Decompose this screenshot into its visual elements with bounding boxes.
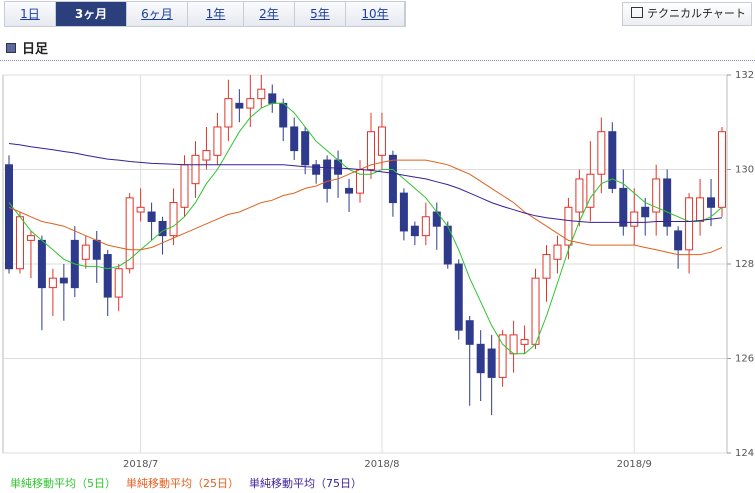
- period-tab[interactable]: 2年: [244, 2, 295, 26]
- candle-body: [542, 254, 551, 279]
- candle-body: [268, 93, 277, 104]
- candle-body: [103, 254, 112, 298]
- candle-body: [377, 126, 386, 156]
- candle-body: [136, 206, 145, 213]
- candle-body: [345, 187, 354, 194]
- candle-body: [421, 216, 430, 237]
- candle-body: [487, 348, 496, 378]
- candle-body: [81, 244, 90, 260]
- y-tick-label: 124: [735, 448, 754, 459]
- candle-body: [454, 263, 463, 331]
- candle-body: [498, 334, 507, 378]
- button-label: テクニカルチャート: [647, 7, 746, 20]
- candle-body: [399, 192, 408, 232]
- candle-body: [301, 131, 310, 166]
- candle-body: [48, 277, 57, 289]
- x-tick-label: 2018/7: [123, 459, 158, 470]
- candle-body: [92, 239, 101, 260]
- period-tab[interactable]: 5年: [295, 2, 346, 26]
- candle-body: [597, 131, 606, 175]
- section-title: 日足: [6, 38, 48, 57]
- section-label: 日足: [22, 42, 49, 57]
- candle-body: [246, 98, 255, 109]
- candle-body: [608, 131, 617, 189]
- candle-body: [224, 98, 233, 128]
- candle-body: [191, 154, 200, 185]
- candle-body: [696, 197, 705, 222]
- y-tick-label: 128: [735, 259, 754, 270]
- x-tick-label: 2018/9: [617, 459, 652, 470]
- candle-body: [553, 244, 562, 260]
- period-tab[interactable]: 1年: [188, 2, 244, 26]
- icon: [6, 43, 16, 53]
- candle-body: [465, 320, 474, 345]
- legend-entry: 単純移動平均（75日）: [249, 476, 362, 490]
- candle-body: [619, 187, 628, 227]
- candle-body: [290, 126, 299, 152]
- candle-body: [718, 131, 726, 208]
- candle-body: [410, 225, 419, 237]
- candle-body: [37, 239, 46, 289]
- moving-average-line: [8, 159, 723, 256]
- candle-body: [213, 126, 222, 156]
- candle-body: [147, 211, 156, 222]
- candle-body: [564, 206, 573, 246]
- candle-body: [641, 206, 650, 218]
- technical-chart-button[interactable]: テクニカルチャート: [622, 2, 752, 26]
- candle-body: [202, 150, 211, 161]
- candle-body: [114, 268, 123, 298]
- legend-entry: 単純移動平均（5日）: [10, 476, 116, 490]
- y-tick-label: 132: [735, 70, 754, 81]
- candle-body: [5, 164, 13, 270]
- candle-body: [169, 202, 178, 237]
- period-tab[interactable]: 6ヶ月: [127, 2, 188, 26]
- candle-body: [685, 197, 694, 251]
- moving-average-line: [8, 143, 723, 223]
- divider: [0, 60, 755, 61]
- moving-average-line: [8, 102, 723, 355]
- x-tick-label: 2018/8: [364, 459, 399, 470]
- period-tabs: 1日 3ヶ月 6ヶ月 1年 2年 5年 10年: [4, 1, 406, 27]
- candle-body: [476, 343, 485, 374]
- candle-body: [520, 339, 529, 345]
- candle-body: [235, 102, 244, 109]
- candle-body: [279, 102, 288, 128]
- candle-body: [366, 131, 375, 170]
- candle-body: [509, 334, 518, 355]
- candle-body: [26, 235, 35, 241]
- candle-body: [531, 277, 540, 345]
- candle-body: [652, 178, 661, 213]
- candle-body: [707, 197, 716, 208]
- candle-body: [180, 164, 189, 208]
- candle-body: [630, 211, 639, 227]
- candle-body: [15, 216, 24, 270]
- candle-body: [158, 220, 167, 237]
- icon: [631, 7, 643, 18]
- y-tick-label: 130: [735, 165, 754, 176]
- candle-body: [432, 211, 441, 227]
- candle-body: [312, 164, 321, 175]
- y-tick-label: 126: [735, 354, 754, 365]
- candle-body: [323, 159, 332, 189]
- period-tab[interactable]: 10年: [346, 2, 405, 26]
- candle-body: [575, 178, 584, 213]
- candle-body: [257, 88, 266, 100]
- candle-body: [663, 178, 672, 227]
- legend-entry: 単純移動平均（25日）: [126, 476, 239, 490]
- candle-body: [586, 173, 595, 208]
- period-tab[interactable]: 3ヶ月: [56, 2, 127, 26]
- period-tab[interactable]: 1日: [5, 2, 56, 26]
- candle-body: [388, 154, 397, 204]
- candle-body: [59, 277, 68, 284]
- candle-body: [125, 197, 134, 270]
- candle-body: [674, 230, 683, 251]
